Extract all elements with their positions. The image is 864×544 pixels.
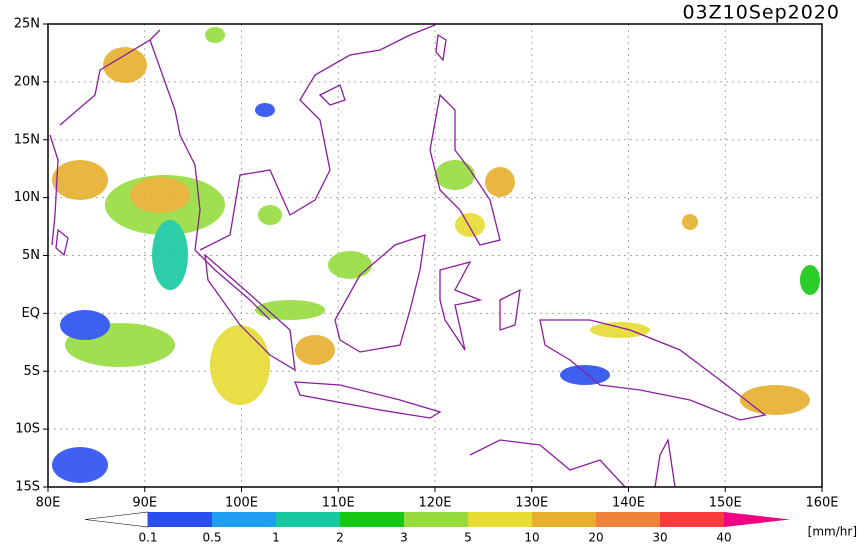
colorbar-label: 20 xyxy=(588,531,603,544)
colorbar-segment xyxy=(276,512,340,527)
colorbar-arrow xyxy=(84,511,149,528)
x-tick-label: 100E xyxy=(225,496,258,511)
precip-areas xyxy=(52,27,820,483)
precip-area xyxy=(740,385,810,415)
precip-area xyxy=(455,213,485,237)
y-tick-label: 10N xyxy=(14,190,40,205)
x-tick-label: 130E xyxy=(515,496,548,511)
precip-area xyxy=(52,447,108,483)
x-tick-label: 80E xyxy=(36,496,61,511)
coastline xyxy=(294,381,442,419)
y-tick-label: 10S xyxy=(15,422,40,437)
y-tick-label: 15N xyxy=(14,132,40,147)
y-tick-label: 5N xyxy=(22,248,40,263)
precip-area xyxy=(210,325,270,405)
precip-area xyxy=(52,160,108,200)
colorbar-unit: [mm/hr] xyxy=(808,525,857,539)
colorbar-segment xyxy=(468,512,532,527)
precip-area xyxy=(560,365,610,385)
coastline xyxy=(499,288,521,331)
coastline xyxy=(429,93,501,246)
precip-area xyxy=(60,310,110,340)
precip-area xyxy=(258,205,282,225)
colorbar-label: 10 xyxy=(524,531,539,544)
colorbar-arrow xyxy=(724,512,790,527)
timestamp: 03Z10Sep2020 xyxy=(682,2,840,24)
x-tick-label: 120E xyxy=(418,496,451,511)
colorbar-label: 3 xyxy=(400,531,408,544)
precip-area xyxy=(590,322,650,338)
x-tick-label: 140E xyxy=(612,496,645,511)
coastline xyxy=(318,33,447,106)
x-tick-label: 160E xyxy=(805,496,838,511)
x-tick-label: 150E xyxy=(709,496,742,511)
x-tick-label: 90E xyxy=(132,496,157,511)
colorbar-label: 0.1 xyxy=(138,531,157,544)
precip-area xyxy=(255,300,325,320)
precip-area xyxy=(295,335,335,365)
y-tick-label: 20N xyxy=(14,74,40,89)
y-tick-label: 15S xyxy=(15,480,40,495)
coastline xyxy=(539,319,767,421)
precip-area xyxy=(800,265,820,295)
precip-area xyxy=(328,251,372,279)
y-tick-label: 5S xyxy=(23,364,40,379)
coastline xyxy=(199,24,436,251)
colorbar-label: 1 xyxy=(272,531,280,544)
coastline xyxy=(204,253,296,372)
y-tick-label: 25N xyxy=(14,17,40,32)
colorbar-segment xyxy=(596,512,660,527)
colorbar-segment xyxy=(404,512,468,527)
colorbar-label: 2 xyxy=(336,531,344,544)
precip-area xyxy=(205,27,225,43)
y-tick-label: EQ xyxy=(22,306,40,321)
coastline xyxy=(439,260,483,351)
colorbar-segment xyxy=(532,512,596,527)
precip-area xyxy=(435,160,475,190)
precip-area xyxy=(152,220,188,290)
colorbar-segment xyxy=(660,512,724,527)
colorbar-label: 40 xyxy=(716,531,731,544)
coastlines xyxy=(49,24,767,488)
colorbar-segment xyxy=(212,512,276,527)
precip-area xyxy=(103,47,147,83)
coastline xyxy=(49,134,69,257)
x-tick-label: 110E xyxy=(322,496,355,511)
precip-area xyxy=(485,167,515,197)
colorbar-segment xyxy=(340,512,404,527)
coastline xyxy=(469,437,676,488)
colorbar-label: 0.5 xyxy=(202,531,221,544)
colorbar-segment xyxy=(148,512,212,527)
precip-area xyxy=(682,214,698,230)
coastline xyxy=(334,234,426,353)
colorbar: 0.1 0.5 1 2 3 5 10 20 30 40 xyxy=(84,511,790,544)
colorbar-label: 5 xyxy=(464,531,472,544)
precip-area xyxy=(255,103,275,117)
colorbar-label: 30 xyxy=(652,531,667,544)
coastline xyxy=(59,29,271,321)
precip-area xyxy=(130,177,190,213)
